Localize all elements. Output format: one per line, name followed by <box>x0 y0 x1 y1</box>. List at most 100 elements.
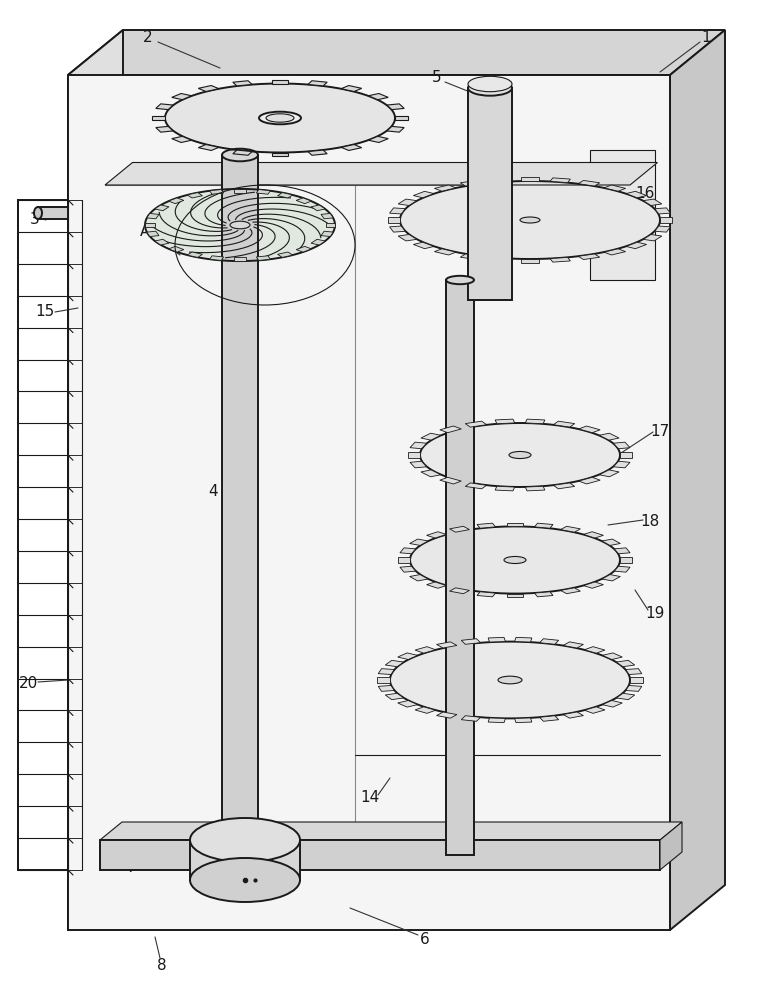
Polygon shape <box>563 642 584 648</box>
Polygon shape <box>398 700 418 707</box>
Polygon shape <box>426 582 446 588</box>
Polygon shape <box>488 718 506 723</box>
Polygon shape <box>420 423 620 487</box>
Polygon shape <box>578 477 601 484</box>
Polygon shape <box>477 523 496 528</box>
Ellipse shape <box>504 556 526 564</box>
Polygon shape <box>461 639 481 644</box>
Polygon shape <box>413 191 434 198</box>
Polygon shape <box>490 178 510 183</box>
Polygon shape <box>368 136 388 143</box>
Polygon shape <box>660 217 672 223</box>
Polygon shape <box>190 840 300 880</box>
Polygon shape <box>165 84 395 152</box>
Polygon shape <box>155 239 169 245</box>
Polygon shape <box>602 575 620 581</box>
Polygon shape <box>507 523 523 526</box>
Polygon shape <box>435 249 456 255</box>
Polygon shape <box>465 483 487 489</box>
Polygon shape <box>415 707 435 713</box>
Polygon shape <box>390 208 405 214</box>
Polygon shape <box>449 526 469 532</box>
Polygon shape <box>38 207 68 219</box>
Polygon shape <box>272 152 288 156</box>
Polygon shape <box>296 246 312 252</box>
Polygon shape <box>461 716 481 721</box>
Polygon shape <box>172 136 192 143</box>
Polygon shape <box>233 150 252 155</box>
Polygon shape <box>169 198 184 204</box>
Polygon shape <box>460 180 482 186</box>
Polygon shape <box>626 242 646 249</box>
Polygon shape <box>341 86 361 91</box>
Ellipse shape <box>509 451 531 459</box>
Polygon shape <box>421 433 441 440</box>
Polygon shape <box>413 242 434 249</box>
Polygon shape <box>410 442 426 449</box>
Polygon shape <box>410 461 426 468</box>
Polygon shape <box>535 592 553 597</box>
Polygon shape <box>535 523 553 528</box>
Polygon shape <box>398 199 417 206</box>
Polygon shape <box>187 193 202 198</box>
Ellipse shape <box>468 76 512 92</box>
Polygon shape <box>145 223 154 227</box>
Polygon shape <box>400 548 416 554</box>
Polygon shape <box>234 189 246 193</box>
Polygon shape <box>614 548 630 554</box>
Polygon shape <box>410 526 620 594</box>
Ellipse shape <box>259 112 301 124</box>
Polygon shape <box>272 80 288 84</box>
Polygon shape <box>187 252 202 257</box>
Polygon shape <box>390 642 630 718</box>
Polygon shape <box>584 707 605 713</box>
Polygon shape <box>100 840 660 870</box>
Polygon shape <box>550 257 571 262</box>
Polygon shape <box>156 126 173 132</box>
Polygon shape <box>488 637 506 642</box>
Polygon shape <box>277 193 293 198</box>
Polygon shape <box>626 191 646 198</box>
Polygon shape <box>387 104 404 110</box>
Polygon shape <box>670 30 725 930</box>
Polygon shape <box>100 822 682 840</box>
Polygon shape <box>630 677 643 683</box>
Polygon shape <box>655 208 671 214</box>
Polygon shape <box>626 685 642 691</box>
Polygon shape <box>660 822 682 870</box>
Polygon shape <box>643 234 662 241</box>
Polygon shape <box>145 189 335 261</box>
Polygon shape <box>553 483 575 489</box>
Polygon shape <box>147 231 159 237</box>
Polygon shape <box>341 145 361 150</box>
Polygon shape <box>209 256 224 260</box>
Polygon shape <box>468 88 512 300</box>
Polygon shape <box>257 190 270 194</box>
Polygon shape <box>550 178 571 183</box>
Polygon shape <box>398 234 417 241</box>
Polygon shape <box>626 669 642 675</box>
Polygon shape <box>602 653 623 660</box>
Polygon shape <box>604 185 626 191</box>
Polygon shape <box>617 693 635 700</box>
Polygon shape <box>385 660 403 667</box>
Polygon shape <box>368 93 388 100</box>
Polygon shape <box>400 566 416 572</box>
Polygon shape <box>490 257 510 262</box>
Polygon shape <box>590 150 655 280</box>
Polygon shape <box>68 30 123 930</box>
Polygon shape <box>643 199 662 206</box>
Polygon shape <box>620 557 632 563</box>
Polygon shape <box>147 213 159 219</box>
Polygon shape <box>521 259 539 263</box>
Polygon shape <box>578 426 601 433</box>
Polygon shape <box>321 213 333 219</box>
Polygon shape <box>515 637 532 642</box>
Polygon shape <box>440 477 461 484</box>
Polygon shape <box>400 181 660 259</box>
Polygon shape <box>152 116 165 120</box>
Ellipse shape <box>34 207 42 219</box>
Polygon shape <box>440 426 461 433</box>
Polygon shape <box>477 592 496 597</box>
Text: A: A <box>140 225 151 239</box>
